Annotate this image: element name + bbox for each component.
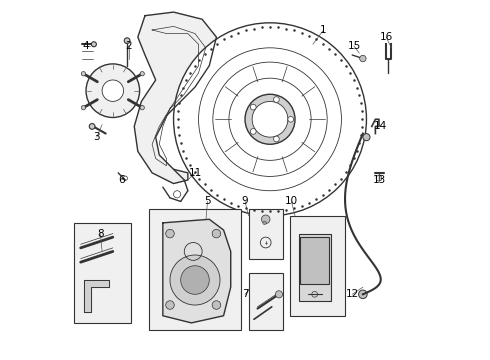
Circle shape bbox=[275, 291, 283, 298]
Circle shape bbox=[273, 97, 279, 103]
Text: 16: 16 bbox=[379, 32, 392, 42]
Circle shape bbox=[262, 215, 270, 224]
Text: 6: 6 bbox=[119, 175, 125, 185]
Circle shape bbox=[181, 266, 209, 294]
Circle shape bbox=[89, 123, 95, 129]
Circle shape bbox=[86, 64, 140, 117]
Circle shape bbox=[288, 116, 294, 122]
Circle shape bbox=[81, 105, 86, 110]
Text: 11: 11 bbox=[188, 168, 201, 178]
Text: 5: 5 bbox=[204, 197, 211, 206]
Bar bbox=[248, 208, 283, 258]
Polygon shape bbox=[134, 12, 217, 184]
Circle shape bbox=[140, 105, 145, 110]
Bar bbox=[290, 216, 345, 316]
Text: 9: 9 bbox=[242, 197, 248, 206]
Circle shape bbox=[81, 72, 86, 76]
Bar bbox=[298, 234, 331, 301]
Text: 2: 2 bbox=[125, 41, 132, 51]
Text: 3: 3 bbox=[94, 132, 100, 142]
Circle shape bbox=[250, 129, 256, 134]
Polygon shape bbox=[84, 280, 109, 312]
Circle shape bbox=[212, 229, 220, 238]
Bar bbox=[148, 208, 242, 330]
Bar bbox=[74, 223, 131, 323]
Polygon shape bbox=[163, 219, 231, 323]
Circle shape bbox=[263, 221, 267, 225]
Circle shape bbox=[360, 55, 366, 62]
Circle shape bbox=[245, 94, 295, 144]
Circle shape bbox=[140, 72, 145, 76]
Bar bbox=[300, 237, 329, 284]
Circle shape bbox=[124, 38, 130, 44]
Text: 8: 8 bbox=[97, 229, 104, 239]
Text: 14: 14 bbox=[374, 121, 388, 131]
Text: 1: 1 bbox=[320, 25, 327, 35]
Circle shape bbox=[359, 290, 367, 298]
Circle shape bbox=[212, 301, 220, 309]
Text: 7: 7 bbox=[242, 289, 248, 299]
Text: 12: 12 bbox=[345, 289, 359, 299]
Circle shape bbox=[166, 301, 174, 309]
Bar bbox=[248, 273, 283, 330]
Circle shape bbox=[170, 255, 220, 305]
Circle shape bbox=[173, 23, 367, 216]
Circle shape bbox=[250, 104, 256, 110]
Circle shape bbox=[252, 102, 288, 137]
Circle shape bbox=[92, 42, 97, 47]
Text: 13: 13 bbox=[372, 175, 386, 185]
Circle shape bbox=[273, 136, 279, 142]
Circle shape bbox=[166, 229, 174, 238]
Circle shape bbox=[102, 80, 123, 102]
Circle shape bbox=[363, 134, 370, 141]
Text: 4: 4 bbox=[83, 41, 89, 51]
Text: 10: 10 bbox=[285, 197, 298, 206]
Text: 15: 15 bbox=[347, 41, 361, 51]
